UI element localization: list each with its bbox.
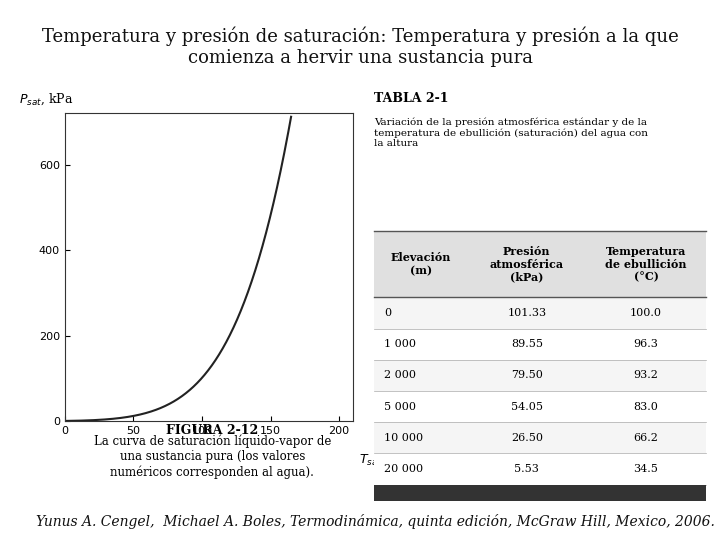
Text: 96.3: 96.3 — [634, 339, 658, 349]
Text: 10 000: 10 000 — [384, 433, 423, 443]
Bar — [374, 391, 706, 422]
Text: Yunus A. Cengel,  Michael A. Boles, Termodinámica, quinta edición, McGraw Hill, : Yunus A. Cengel, Michael A. Boles, Termo… — [36, 514, 715, 529]
Text: 2 000: 2 000 — [384, 370, 416, 381]
Text: $P_{sat}$, kPa: $P_{sat}$, kPa — [19, 92, 73, 107]
Text: Elevación
(m): Elevación (m) — [390, 253, 451, 276]
Bar — [374, 298, 706, 329]
Bar — [374, 485, 706, 501]
Text: $T_{sat}$ , °C: $T_{sat}$ , °C — [359, 452, 409, 468]
Text: 26.50: 26.50 — [510, 433, 543, 443]
Text: Presión
atmosférica
(kPa): Presión atmosférica (kPa) — [490, 246, 564, 282]
Text: 34.5: 34.5 — [634, 464, 658, 474]
Text: 5 000: 5 000 — [384, 402, 416, 411]
Text: 79.50: 79.50 — [510, 370, 543, 381]
Text: La curva de saturación líquido-vapor de
una sustancia pura (los valores
numérico: La curva de saturación líquido-vapor de … — [94, 435, 331, 479]
Text: 101.33: 101.33 — [507, 308, 546, 318]
Bar — [374, 422, 706, 454]
Bar — [374, 360, 706, 391]
Text: 1 000: 1 000 — [384, 339, 416, 349]
Text: 100.0: 100.0 — [630, 308, 662, 318]
Text: 83.0: 83.0 — [634, 402, 658, 411]
Text: Temperatura y presión de saturación: Temperatura y presión a la que
comienza a h: Temperatura y presión de saturación: Tem… — [42, 27, 678, 68]
Text: Temperatura
de ebullición
(°C): Temperatura de ebullición (°C) — [606, 246, 687, 282]
Text: Variación de la presión atmosférica estándar y de la
temperatura de ebullición (: Variación de la presión atmosférica está… — [374, 118, 649, 148]
Text: 0: 0 — [384, 308, 392, 318]
Text: 5.53: 5.53 — [514, 464, 539, 474]
Bar — [374, 231, 706, 298]
Text: TABLA 2-1: TABLA 2-1 — [374, 92, 449, 105]
Bar — [374, 329, 706, 360]
Text: FIGURA 2-12: FIGURA 2-12 — [166, 424, 258, 437]
Text: 89.55: 89.55 — [510, 339, 543, 349]
Bar — [374, 454, 706, 485]
Text: 93.2: 93.2 — [634, 370, 658, 381]
Text: 20 000: 20 000 — [384, 464, 423, 474]
Text: 54.05: 54.05 — [510, 402, 543, 411]
Text: 66.2: 66.2 — [634, 433, 658, 443]
